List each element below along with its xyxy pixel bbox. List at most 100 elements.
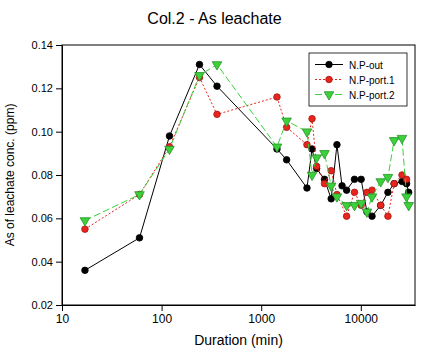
y-tick-label: 0.08: [32, 169, 53, 181]
x-tick: 10: [56, 305, 70, 326]
series-marker: [369, 213, 376, 220]
series-marker: [343, 187, 350, 194]
series-marker: [343, 213, 350, 220]
x-tick-label: 100: [152, 312, 172, 326]
series-marker: [358, 176, 365, 183]
y-tick-mark: [56, 218, 62, 219]
x-tick-label: 10: [56, 312, 70, 326]
series-marker: [397, 135, 407, 143]
series-marker: [274, 94, 281, 101]
series-marker: [377, 202, 384, 209]
series-marker: [328, 167, 335, 174]
y-tick-label: 0.06: [32, 212, 53, 224]
series-marker: [326, 183, 336, 191]
legend-label: N.P-port.1: [349, 75, 395, 86]
series-marker: [389, 138, 399, 146]
series-line: [85, 65, 409, 271]
y-tick: 0.02: [32, 299, 62, 311]
y-tick-label: 0.04: [32, 256, 53, 268]
series-marker: [350, 203, 360, 211]
x-axis-line: [63, 305, 416, 306]
series-marker: [351, 189, 358, 196]
y-axis-title: As of leachate conc. (ppm): [3, 104, 17, 247]
series-marker: [283, 157, 290, 164]
y-tick: 0.08: [32, 169, 62, 181]
legend-box: [309, 53, 407, 106]
x-tick-label: 1000: [248, 312, 275, 326]
x-tick-mark: [361, 305, 362, 311]
series-marker: [391, 180, 398, 187]
series-marker: [304, 141, 311, 148]
series-marker: [362, 209, 372, 217]
legend-marker: [326, 76, 333, 83]
title: Col.2 - As leachate: [147, 10, 281, 27]
series-marker: [282, 118, 292, 126]
y-tick-mark: [56, 88, 62, 89]
series-marker: [385, 213, 392, 220]
series-marker: [80, 218, 90, 226]
x-axis-title: Duration (min): [194, 332, 283, 348]
series-marker: [195, 73, 205, 81]
y-tick: 0.14: [32, 39, 62, 51]
y-tick-label: 0.14: [32, 39, 53, 51]
y-tick-mark: [56, 132, 62, 133]
series-marker: [82, 267, 89, 274]
y-tick-label: 0.10: [32, 126, 53, 138]
series-marker: [404, 203, 414, 211]
y-tick-mark: [56, 45, 62, 46]
series-marker: [272, 144, 282, 152]
series-marker: [166, 133, 173, 140]
x-tick-mark: [162, 305, 163, 311]
y-tick-mark: [56, 262, 62, 263]
legend-marker: [324, 92, 334, 100]
series-marker: [377, 202, 384, 209]
series-marker: [320, 151, 330, 159]
series-marker: [351, 176, 358, 183]
series-marker: [385, 189, 392, 196]
series-marker: [196, 61, 203, 68]
y-tick: 0.04: [32, 256, 62, 268]
y-tick-mark: [56, 175, 62, 176]
legend-label: N.P-port.2: [349, 90, 395, 101]
y-tick: 0.06: [32, 212, 62, 224]
series-marker: [376, 179, 386, 187]
series-marker: [334, 141, 341, 148]
series-marker: [135, 192, 145, 200]
series-marker: [391, 180, 398, 187]
series-marker: [402, 194, 412, 202]
series-marker: [136, 235, 143, 242]
series-marker: [214, 83, 221, 90]
series-marker: [332, 194, 342, 202]
series-marker: [383, 174, 393, 182]
y-tick-label: 0.02: [32, 299, 53, 311]
series-marker: [403, 176, 410, 183]
legend-label: N.P-out: [349, 60, 383, 71]
series-marker: [212, 62, 222, 70]
series-line: [85, 78, 407, 230]
series-marker: [165, 146, 175, 154]
series-marker: [312, 155, 322, 163]
y-tick: 0.12: [32, 82, 62, 94]
y-axis: 0.02 0.04 0.06 0.08 0.10 0.12 0.14: [32, 39, 63, 311]
x-tick-label: 10000: [345, 312, 379, 326]
series-marker: [302, 129, 312, 137]
series-marker: [309, 115, 316, 122]
x-axis: 10 100 1000 10000: [56, 305, 416, 326]
y-tick: 0.10: [32, 126, 62, 138]
y-tick-label: 0.12: [32, 82, 53, 94]
legend: N.P-out N.P-port.1 N.P-port.2: [309, 53, 407, 106]
plot: 101001000100000.020.040.060.080.100.120.…: [32, 39, 416, 326]
x-tick-mark: [62, 305, 63, 311]
x-tick-mark: [261, 305, 262, 311]
legend-marker: [326, 61, 333, 68]
series-marker: [356, 200, 366, 208]
series-marker: [367, 194, 377, 202]
y-tick-mark: [56, 305, 62, 306]
plot-frame: [62, 45, 415, 305]
chart: Col.2 - As leachate101001000100000.020.0…: [0, 0, 429, 357]
y-axis-line: [62, 46, 63, 306]
series-marker: [82, 226, 89, 233]
series-marker: [304, 185, 311, 192]
x-tick: 1000: [248, 305, 275, 326]
x-tick: 100: [152, 305, 172, 326]
